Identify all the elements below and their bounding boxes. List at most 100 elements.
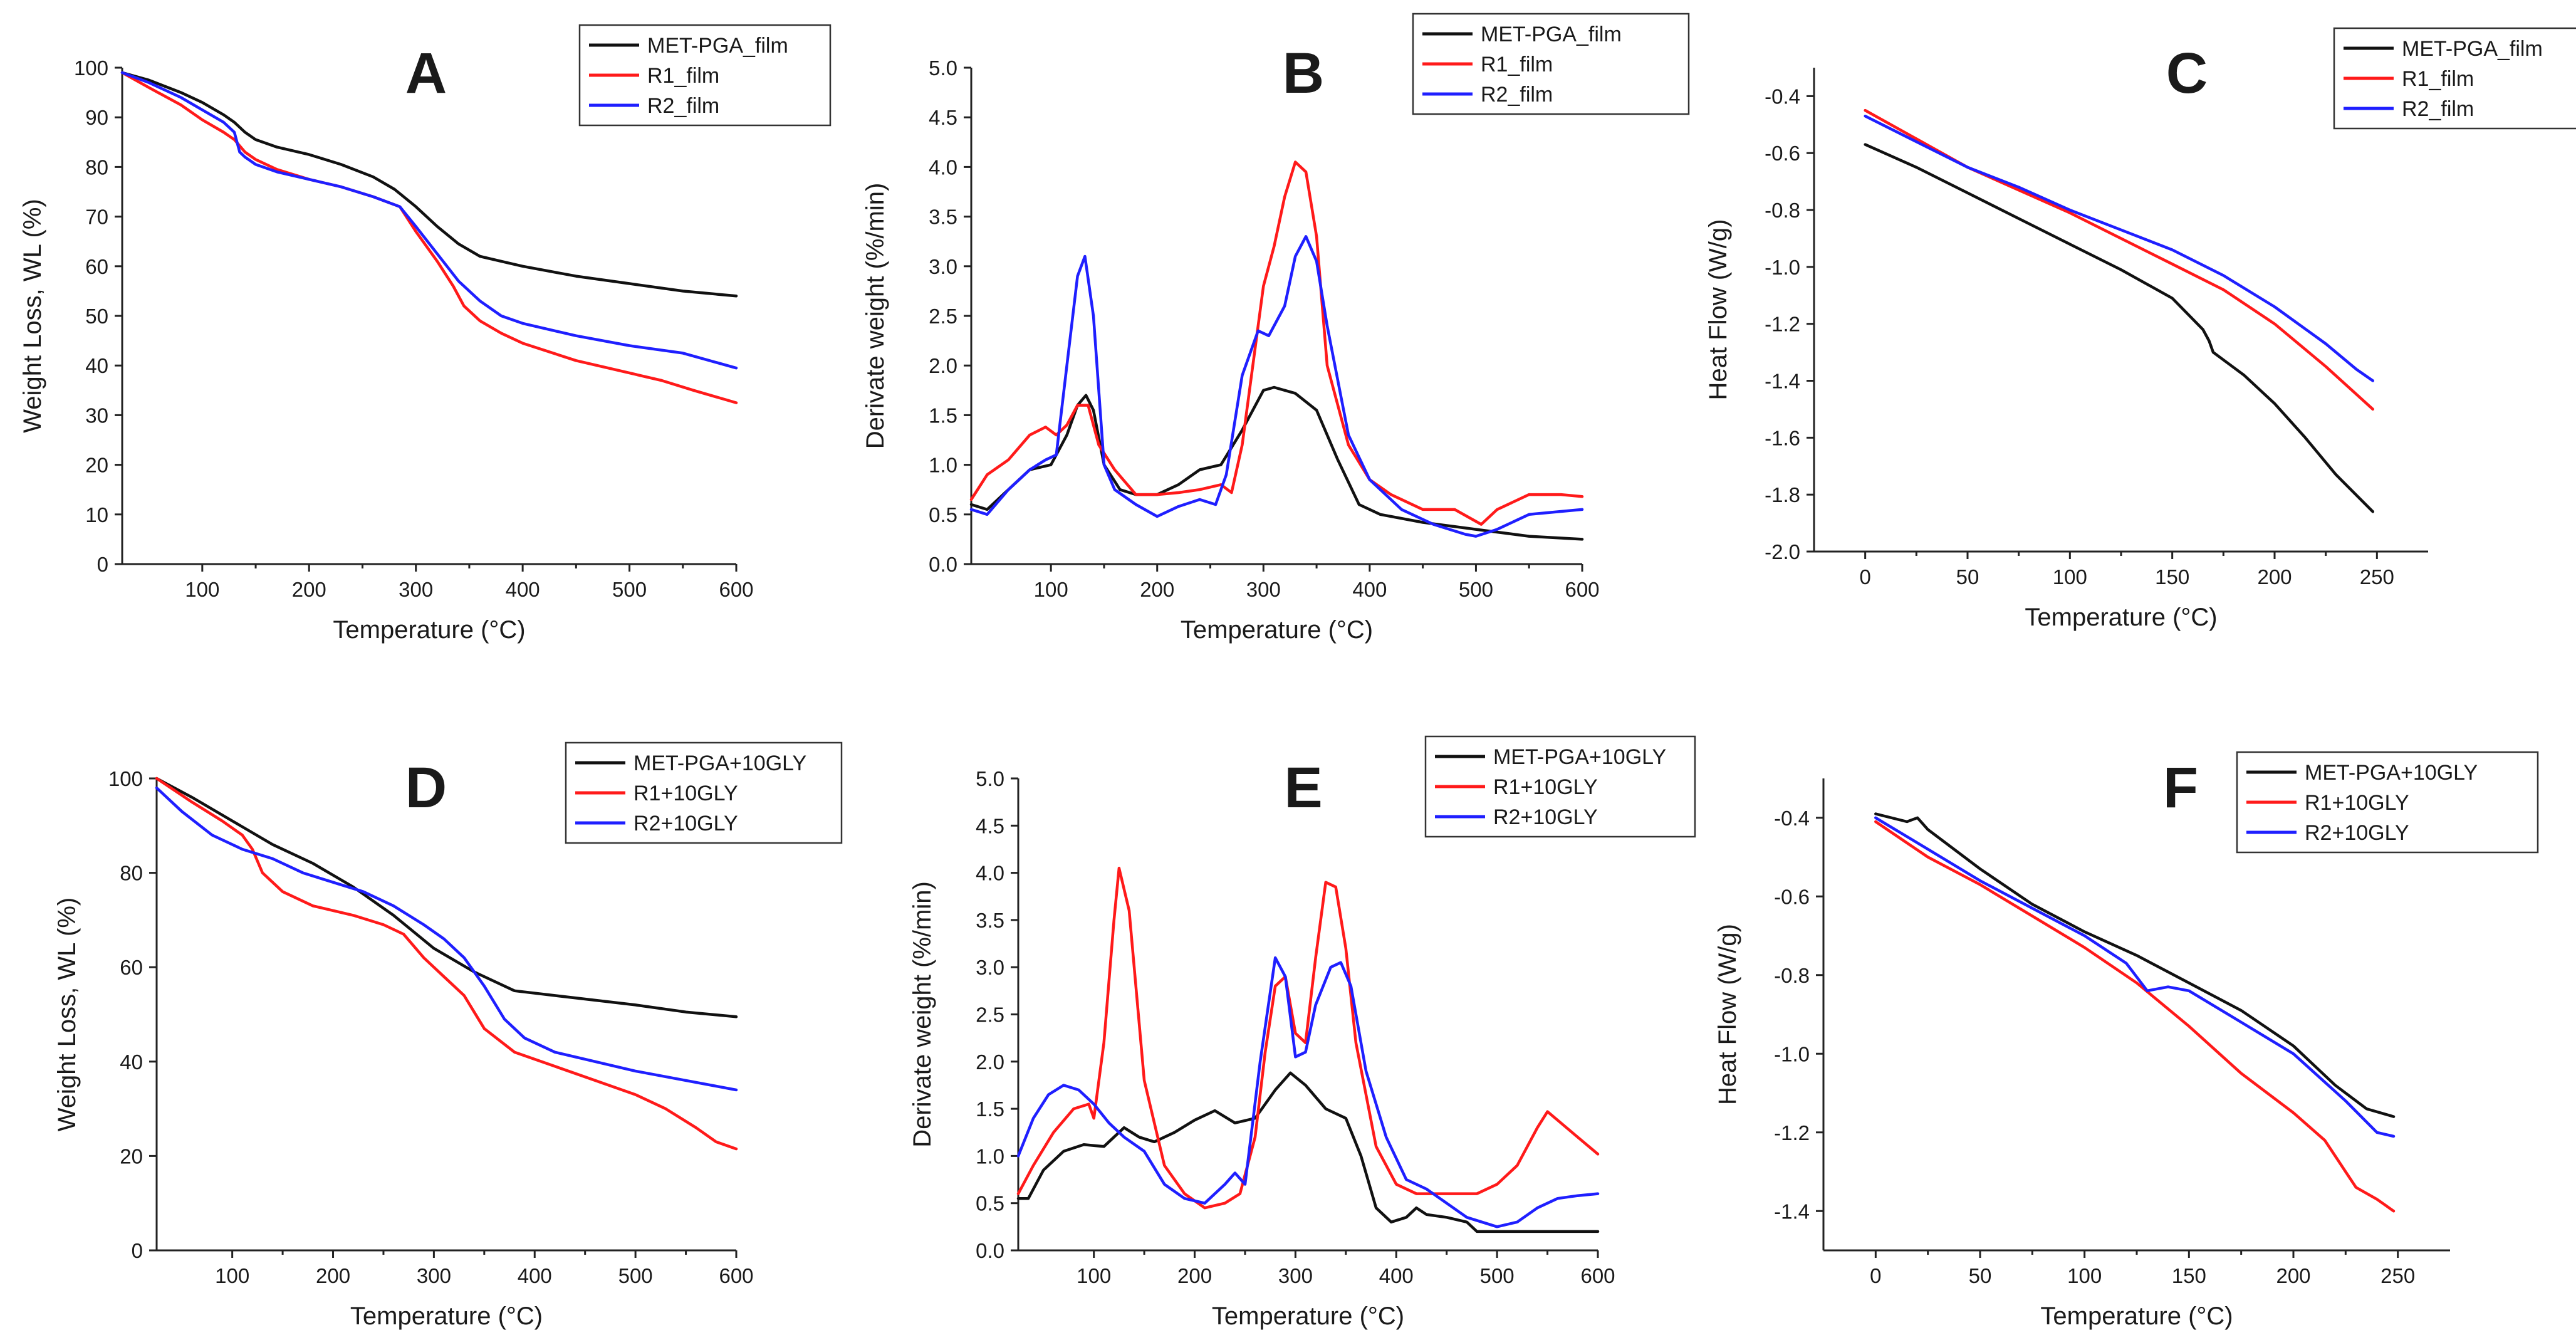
y-tick-label: -1.2 <box>1765 313 1800 336</box>
y-tick-label: -0.8 <box>1765 199 1800 222</box>
x-tick-label: 500 <box>1459 578 1493 601</box>
series-line-met-pga-film <box>969 385 1584 541</box>
series-line-r1-10gly <box>1016 866 1600 1210</box>
y-tick-label: 3.5 <box>976 909 1004 932</box>
x-tick-label: 150 <box>2172 1264 2206 1287</box>
legend: MET-PGA_film R1_film R2_film <box>578 24 832 127</box>
x-tick-label: 200 <box>1177 1264 1212 1287</box>
x-tick-label: 100 <box>1077 1264 1111 1287</box>
x-tick-label: 400 <box>1352 578 1387 601</box>
x-tick-label: 100 <box>2053 565 2087 589</box>
y-tick-label: 80 <box>120 862 143 885</box>
x-tick-label: 200 <box>292 578 326 601</box>
x-tick-label: 400 <box>506 578 540 601</box>
panel-letter: C <box>2166 41 2208 105</box>
panel-letter: A <box>405 41 447 105</box>
x-tick-label: 600 <box>1580 1264 1615 1287</box>
legend-label: MET-PGA_film <box>2402 37 2543 61</box>
y-tick-label: -1.6 <box>1765 426 1800 449</box>
series-line-r2-10gly <box>1874 816 2396 1138</box>
y-tick-label: 0 <box>132 1239 143 1262</box>
legend-label: R1+10GLY <box>634 782 738 805</box>
y-axis-title: Heat Flow (W/g) <box>1704 219 1732 400</box>
x-tick-label: 200 <box>2276 1264 2310 1287</box>
y-tick-label: -1.4 <box>1774 1200 1810 1223</box>
y-tick-label: -1.2 <box>1774 1121 1810 1144</box>
y-tick-label: 30 <box>85 404 108 427</box>
y-tick-label: 1.5 <box>976 1097 1004 1121</box>
series-line-r1-10gly <box>1874 820 2396 1213</box>
y-tick-label: 20 <box>120 1144 143 1168</box>
y-tick-label: -1.8 <box>1765 483 1800 506</box>
legend-label: R2_film <box>1481 83 1553 107</box>
y-tick-label: 50 <box>85 305 108 328</box>
legend: MET-PGA_film R1_film R2_film <box>2333 27 2576 130</box>
panel-A: 100 200 300 400 500 600 0 10 20 30 40 50 60 70 80 90 100… <box>19 24 832 644</box>
legend-label: MET-PGA_film <box>647 34 788 58</box>
series-line-met-pga-film <box>120 71 738 298</box>
panel-F: 0 50 100 150 200 250 -1.4 -1.2 -1.0 -0.8 -0.6 -0.4 T… <box>1714 751 2539 1330</box>
x-tick-label: 200 <box>2257 565 2292 589</box>
series-line-r2-10gly <box>155 786 738 1092</box>
panel-C: 0 50 100 150 200 250 -2.0 -1.8 -1.6 -1.4 -1.2 -1.0 -… <box>1704 27 2576 631</box>
legend: MET-PGA+10GLY R1+10GLY R2+10GLY <box>1424 735 1696 838</box>
x-tick-label: 100 <box>215 1264 249 1287</box>
legend-label: R1_film <box>1481 53 1553 76</box>
y-tick-label: 0.0 <box>929 553 957 576</box>
x-tick-label: 100 <box>1034 578 1068 601</box>
y-tick-label: 2.5 <box>929 305 957 328</box>
y-tick-label: 1.0 <box>976 1144 1004 1168</box>
y-tick-label: 60 <box>85 255 108 278</box>
x-tick-label: 400 <box>518 1264 552 1287</box>
series-line-r2-film <box>969 235 1584 538</box>
y-tick-label: 0 <box>97 553 108 576</box>
x-tick-label: 300 <box>1246 578 1281 601</box>
y-tick-label: 60 <box>120 956 143 979</box>
legend-label: MET-PGA+10GLY <box>1493 745 1666 769</box>
series-line-met-pga-film <box>1864 143 2375 513</box>
y-tick-label: -0.6 <box>1774 885 1810 908</box>
y-tick-label: 70 <box>85 206 108 229</box>
x-tick-label: 50 <box>1956 565 1979 589</box>
x-tick-label: 400 <box>1379 1264 1414 1287</box>
y-tick-label: 3.0 <box>929 255 957 278</box>
panel-letter: D <box>405 756 447 820</box>
y-tick-label: 0.5 <box>976 1192 1004 1215</box>
y-tick-label: -0.4 <box>1774 807 1810 830</box>
y-tick-label: 20 <box>85 454 108 477</box>
legend-label: R1_film <box>2402 67 2474 91</box>
x-tick-label: 150 <box>2155 565 2189 589</box>
legend-label: R1+10GLY <box>2305 791 2409 815</box>
series-line-met-pga-10gly <box>1874 812 2396 1118</box>
y-tick-label: 5.0 <box>929 56 957 80</box>
y-axis-title: Weight Loss, WL (%) <box>53 898 81 1131</box>
x-axis-title: Temperature (°C) <box>333 616 525 644</box>
y-tick-label: 1.5 <box>929 404 957 427</box>
x-tick-label: 300 <box>417 1264 451 1287</box>
y-tick-label: 80 <box>85 155 108 179</box>
x-tick-label: 600 <box>1565 578 1599 601</box>
y-tick-label: -1.4 <box>1765 370 1800 393</box>
y-tick-label: -1.0 <box>1774 1042 1810 1065</box>
x-tick-label: 250 <box>2380 1264 2415 1287</box>
y-axis-title: Weight Loss, WL (%) <box>19 199 46 432</box>
x-axis-title: Temperature (°C) <box>1212 1302 1404 1330</box>
panel-E: 100 200 300 400 500 600 0.0 0.5 1.0 1.5 2.0 2.5 3.0 3… <box>909 735 1696 1330</box>
legend-label: R1+10GLY <box>1493 775 1598 799</box>
legend-label: R2+10GLY <box>1493 805 1598 829</box>
x-tick-label: 300 <box>1278 1264 1313 1287</box>
legend-label: MET-PGA+10GLY <box>634 751 806 775</box>
y-axis-title: Derivate weight (%/min) <box>862 183 889 449</box>
y-tick-label: 4.5 <box>976 814 1004 837</box>
panel-B: 100 200 300 400 500 600 0.0 0.5 1.0 1.5 2.0 2.5 3.0 3… <box>862 13 1690 644</box>
series-line-met-pga-10gly <box>155 777 738 1018</box>
panel-D: 100 200 300 400 500 600 0 20 40 60 80 100 Temperatur… <box>53 741 843 1330</box>
y-tick-label: 100 <box>74 56 108 80</box>
legend-label: R2+10GLY <box>2305 821 2409 845</box>
series-line-r2-10gly <box>1016 956 1600 1228</box>
x-tick-label: 600 <box>719 1264 753 1287</box>
series-line-r1-film <box>969 160 1584 526</box>
x-tick-label: 500 <box>612 578 647 601</box>
legend-label: R2+10GLY <box>634 812 738 835</box>
x-axis-title: Temperature (°C) <box>1181 616 1373 644</box>
